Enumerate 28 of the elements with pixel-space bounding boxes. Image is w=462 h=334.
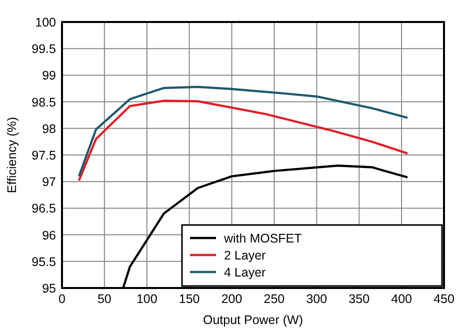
x-tick-label: 400 (391, 292, 412, 306)
x-tick-label: 350 (348, 292, 370, 306)
x-tick-label: 250 (264, 292, 285, 306)
y-tick-label: 98.5 (32, 95, 56, 110)
y-tick-label: 99 (42, 68, 56, 83)
y-tick-label: 99.5 (32, 42, 56, 56)
y-tick-label: 96.5 (32, 202, 56, 216)
x-axis-title: Output Power (W) (202, 313, 304, 327)
y-tick-label: 95 (42, 282, 56, 296)
x-tick-label: 300 (306, 292, 328, 306)
x-tick-label: 100 (136, 292, 158, 306)
line-series (78, 100, 409, 182)
y-axis-title: Efficiency (%) (5, 116, 19, 194)
x-tick-label: 150 (178, 292, 200, 306)
x-tick-label: 50 (97, 292, 112, 306)
y-tick-label: 95.5 (32, 254, 56, 269)
y-tick-label: 100 (35, 16, 56, 30)
y-tick-label: 98 (42, 122, 56, 136)
legend-label: 2 Layer (224, 248, 266, 262)
y-tick-label: 97 (42, 175, 56, 190)
x-tick-label: 200 (221, 292, 242, 306)
line-series (78, 86, 409, 178)
y-tick-label: 97.5 (32, 148, 56, 162)
x-tick-label: 450 (434, 292, 454, 306)
y-tick-label: 96 (42, 228, 56, 242)
legend-label: 4 Layer (224, 266, 266, 280)
legend-label: with MOSFET (223, 232, 302, 246)
x-tick-label: 0 (58, 292, 66, 306)
